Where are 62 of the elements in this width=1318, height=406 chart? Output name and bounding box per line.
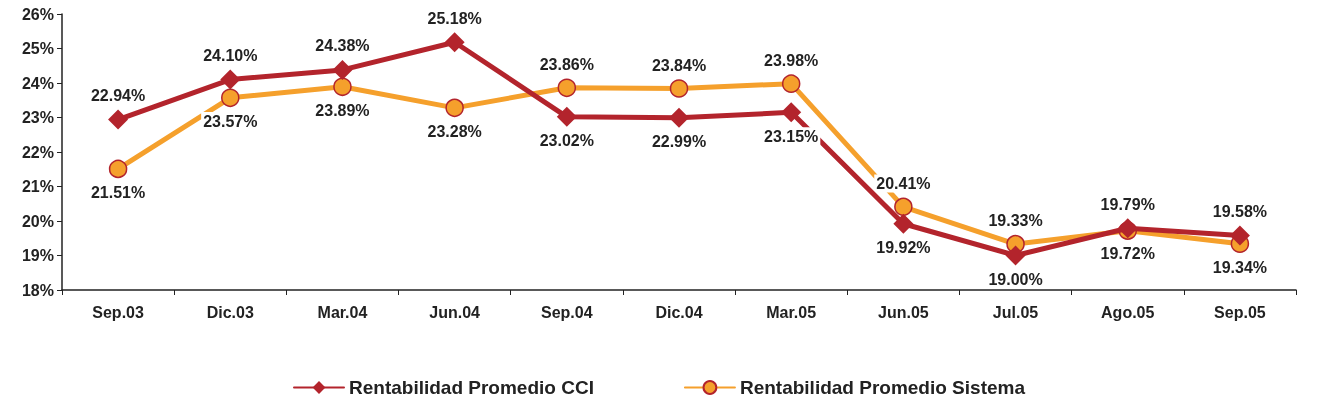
x-tick-label: Jul.05 [992,303,1039,321]
data-label: 19.33% [988,212,1043,230]
point [781,102,802,123]
x-tick-label: Ago.05 [1101,303,1155,321]
point [781,74,801,93]
point [445,98,464,118]
y-tick-label: 25% [21,40,54,57]
data-label: 19.92% [876,239,931,257]
x-tick-label: Sep.05 [1214,303,1266,321]
data-label: 24.10% [203,47,258,65]
x-tick-label: Sep.04 [541,303,593,321]
point [108,159,128,179]
x-tick-label: Jun.04 [429,303,481,321]
y-tick-label: 21% [21,178,54,195]
data-label: 23.84% [651,56,707,74]
point [108,109,129,130]
point [1005,245,1026,266]
legend-label: Rentabilidad Promedio CCI [349,377,594,398]
point [1229,225,1250,246]
point [893,213,914,234]
y-tick-label: 23% [21,109,54,126]
point [894,197,913,217]
y-tick-label: 24% [21,74,54,92]
data-label: 19.34% [1212,258,1268,276]
y-tick-label: 18% [21,281,54,299]
data-label: 19.79% [1100,195,1155,213]
data-label: 23.02% [539,132,594,150]
legend-label: Rentabilidad Promedio Sistema [739,377,1026,398]
x-tick-label: Dic.04 [655,303,703,321]
data-label: 22.94% [90,87,146,105]
data-label: 19.00% [988,271,1043,288]
x-tick-label: Jun.05 [878,303,929,321]
y-tick-label: 19% [21,247,54,264]
data-label: 23.15% [764,127,819,145]
data-label: 20.41% [876,175,931,193]
data-label: 25.18% [427,9,482,27]
data-label: 23.28% [427,122,482,140]
data-label: 19.72% [1100,245,1155,263]
y-tick-label: 22% [21,143,54,161]
data-label: 23.86% [539,56,594,74]
data-label: 23.57% [203,112,258,130]
point [557,78,577,98]
point [669,107,689,128]
data-label: 21.51% [90,183,146,201]
y-tick-label: 26% [21,5,54,23]
point [220,69,241,90]
point [444,32,465,53]
point [556,106,577,127]
y-tick-label: 20% [21,212,54,230]
point [669,79,689,98]
data-label: 24.38% [315,37,370,55]
data-label: 23.89% [315,101,370,119]
x-tick-label: Mar.04 [317,303,368,321]
point [332,59,353,80]
point [221,88,240,108]
point [333,77,352,97]
data-label: 23.98% [764,51,819,69]
data-label: 22.99% [651,133,707,151]
x-tick-label: Dic.03 [206,303,254,321]
x-tick-label: Sep.03 [92,303,144,321]
data-label: 19.58% [1212,202,1268,220]
x-tick-label: Mar.05 [766,303,817,321]
